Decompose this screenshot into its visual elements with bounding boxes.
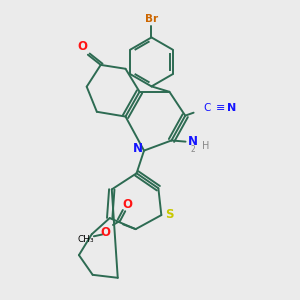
Text: S: S bbox=[166, 208, 174, 221]
Text: N: N bbox=[188, 134, 198, 148]
Text: ≡: ≡ bbox=[216, 103, 226, 113]
Text: Br: Br bbox=[145, 14, 158, 24]
Text: CH₃: CH₃ bbox=[77, 235, 94, 244]
Text: C: C bbox=[203, 103, 211, 113]
Text: O: O bbox=[78, 40, 88, 53]
Text: O: O bbox=[100, 226, 110, 238]
Text: H: H bbox=[202, 140, 209, 151]
Text: O: O bbox=[122, 197, 132, 211]
Text: N: N bbox=[227, 103, 237, 113]
Text: 2: 2 bbox=[190, 146, 195, 154]
Text: N: N bbox=[133, 142, 142, 155]
